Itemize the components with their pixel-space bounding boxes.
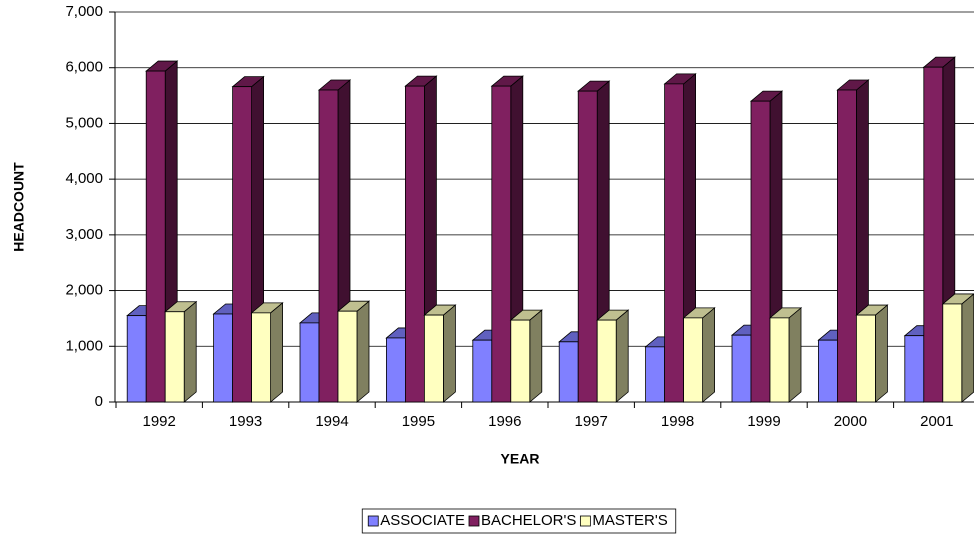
bar-side (356, 300, 370, 403)
x-tick-label: 1998 (661, 413, 694, 430)
bar (923, 66, 944, 403)
x-tick-label: 1993 (229, 413, 262, 430)
bar-side (529, 309, 543, 403)
bar (213, 313, 234, 403)
legend-swatch (579, 515, 591, 527)
bar (145, 70, 166, 403)
x-tick-label: 1995 (402, 413, 435, 430)
legend-label: ASSOCIATE (380, 512, 465, 529)
legend-label: MASTER'S (592, 512, 667, 529)
bar-side (442, 304, 456, 403)
bar-side (961, 293, 974, 403)
bar-side (788, 307, 802, 403)
x-tick-label: 2000 (834, 413, 867, 430)
bar (558, 341, 579, 403)
y-tick-label: 6,000 (65, 59, 103, 76)
bar (769, 317, 790, 403)
bar (683, 317, 703, 403)
x-tick-label: 1996 (488, 413, 521, 430)
x-axis-title: YEAR (501, 451, 540, 467)
y-tick-label: 7,000 (65, 3, 103, 20)
legend: ASSOCIATE BACHELOR'S MASTER'S (361, 508, 677, 534)
legend-label: BACHELOR'S (481, 512, 576, 529)
x-tick-label: 2001 (920, 413, 953, 430)
bar (664, 83, 684, 403)
bar (472, 339, 493, 403)
bar (126, 315, 147, 403)
x-tick-label: 1994 (315, 413, 348, 430)
bar (404, 85, 425, 403)
bar (318, 89, 339, 403)
y-tick-label: 4,000 (65, 170, 103, 187)
y-tick-label: 0 (95, 393, 103, 410)
bar-side (702, 307, 715, 403)
bar (596, 319, 617, 403)
bar (577, 90, 598, 403)
legend-swatch (468, 515, 480, 527)
bar (164, 311, 185, 403)
bar-side (875, 304, 888, 403)
legend-swatch (367, 515, 379, 527)
bar (731, 334, 752, 403)
bar (645, 346, 665, 403)
bar (385, 337, 406, 403)
bar-side (615, 309, 629, 403)
bar (942, 303, 963, 403)
bar (337, 310, 358, 403)
y-tick-label: 2,000 (65, 282, 103, 299)
bar (423, 314, 444, 403)
bar (856, 314, 876, 403)
bar (510, 319, 531, 403)
bar (299, 322, 320, 403)
x-tick-label: 1999 (747, 413, 780, 430)
bar (818, 339, 838, 403)
bar (251, 312, 272, 403)
y-tick-label: 1,000 (65, 337, 103, 354)
bar (232, 86, 253, 403)
bar (837, 89, 857, 403)
bar (750, 100, 771, 403)
x-tick-label: 1992 (143, 413, 176, 430)
bar (904, 335, 925, 403)
y-tick-label: 5,000 (65, 114, 103, 131)
bar (491, 85, 512, 403)
bar-side (270, 302, 284, 403)
bar-side (183, 300, 197, 403)
legend-box (361, 508, 677, 534)
y-axis-title: HEADCOUNT (11, 162, 27, 252)
x-tick-label: 1997 (575, 413, 608, 430)
y-tick-label: 3,000 (65, 226, 103, 243)
